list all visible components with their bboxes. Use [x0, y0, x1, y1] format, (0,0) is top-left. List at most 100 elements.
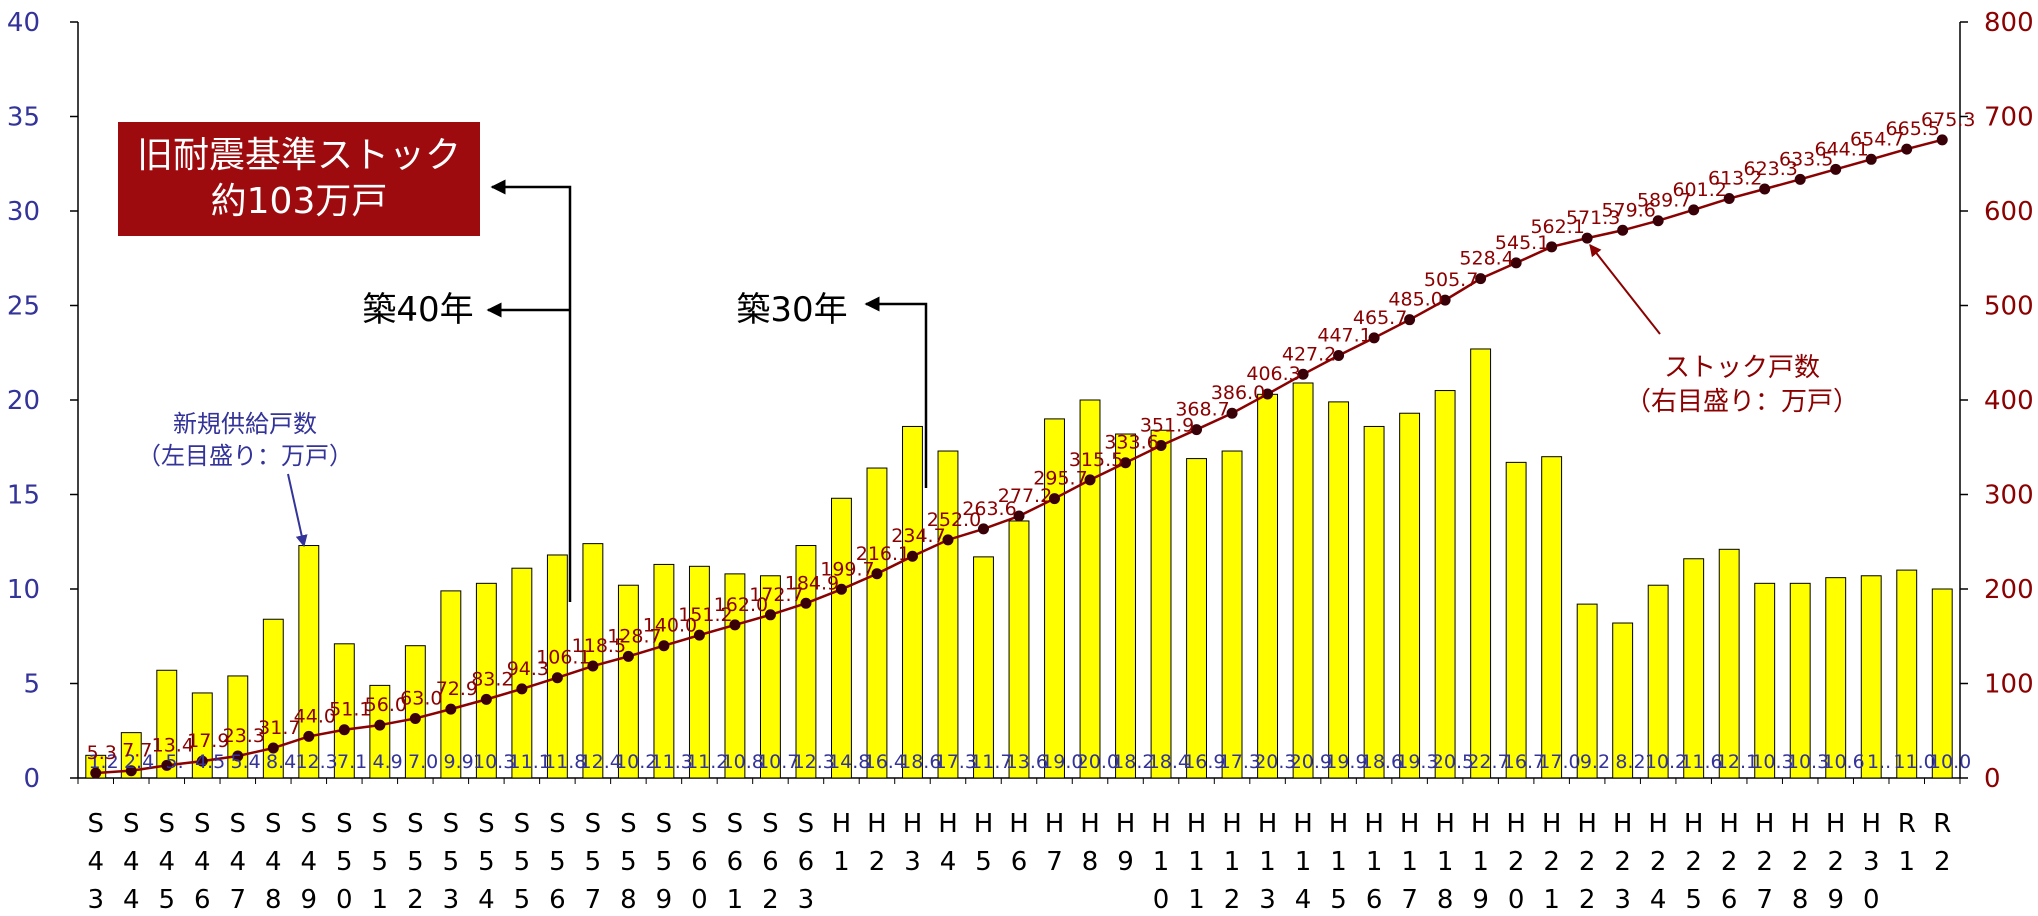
x-tick-label: S	[301, 809, 318, 839]
stock-data-label: 83.2	[471, 668, 513, 690]
bar	[902, 425, 923, 779]
x-tick-label: 2	[1792, 847, 1809, 877]
left-tick-label: 20	[7, 386, 40, 416]
x-tick-label: 4	[301, 847, 318, 877]
bar-data-label: 10.3	[473, 751, 515, 773]
stock-point	[1865, 153, 1877, 165]
x-tick-label: 1	[1401, 847, 1418, 877]
x-tick-label: 4	[123, 885, 140, 915]
bar	[333, 643, 355, 779]
x-tick-label: 5	[478, 847, 495, 877]
stock-point	[161, 759, 173, 771]
stock-data-label: 263.6	[962, 498, 1016, 520]
bar	[1931, 588, 1953, 779]
bar-data-label: 20.0	[1077, 751, 1119, 773]
bar	[1470, 348, 1492, 779]
stock-point	[125, 765, 137, 777]
bar	[1079, 399, 1101, 779]
x-tick-label: 4	[159, 847, 176, 877]
bar-data-label: 19.9	[1325, 751, 1367, 773]
x-tick-label: 6	[1366, 885, 1383, 915]
x-tick-label: 1	[1224, 847, 1241, 877]
x-tick-label: 9	[656, 885, 673, 915]
bar-data-label: 10.3	[1787, 751, 1829, 773]
stock-point	[1830, 163, 1842, 175]
bar	[546, 554, 568, 779]
bar-data-labels: 1.2 2.4 5. 4.5 5.4 8.4 12.3 7.1 4.9 7.0 9.9 10.311.…	[88, 751, 1971, 773]
x-tick-label: 4	[1295, 885, 1312, 915]
x-tick-label: H	[1435, 809, 1455, 839]
stock-point	[1652, 215, 1664, 227]
x-tick-label: H	[1826, 809, 1846, 839]
x-tick-label: 6	[762, 847, 779, 877]
stock-data-label: 465.7	[1353, 307, 1407, 329]
x-tick-label: S	[478, 809, 495, 839]
stock-point	[906, 550, 918, 562]
stock-data-label: 216.1	[856, 543, 910, 565]
x-tick-label: 1	[727, 885, 744, 915]
x-tick-label: 6	[691, 847, 708, 877]
x-tick-label: 3	[443, 885, 460, 915]
stock-data-label: 13.4	[152, 734, 194, 756]
x-tick-label: 5	[336, 847, 353, 877]
bar-data-label: 16.4	[864, 751, 906, 773]
stock-data-label: 151.2	[678, 604, 732, 626]
x-tick-label: H	[938, 809, 958, 839]
stock-point	[1688, 204, 1700, 216]
left-tick-label: 25	[7, 292, 40, 322]
bar-data-label: 13.6	[1006, 751, 1048, 773]
callout-line-2: 約103万戸	[210, 181, 388, 222]
stock-point	[1759, 183, 1771, 195]
x-tick-label: 7	[1401, 885, 1418, 915]
stock-point	[1723, 193, 1735, 205]
stock-data-label: 601.2	[1672, 179, 1726, 201]
stock-point	[1191, 424, 1203, 436]
x-tick-label: S	[656, 809, 673, 839]
stock-data-label: 571.3	[1566, 207, 1620, 229]
x-tick-label: 8	[265, 885, 282, 915]
bar	[1754, 582, 1776, 779]
x-tick-label: H	[903, 809, 923, 839]
x-tick-label: S	[585, 809, 602, 839]
x-tick-label: 5	[620, 847, 637, 877]
bar-data-label: 10.8	[722, 751, 764, 773]
stock-point	[1936, 134, 1948, 146]
x-tick-label: 4	[194, 847, 211, 877]
x-tick-label: 1	[1153, 847, 1170, 877]
x-tick-label: 3	[1614, 885, 1631, 915]
x-tick-label: 0	[1508, 885, 1525, 915]
x-tick-label: S	[336, 809, 353, 839]
bar	[1257, 393, 1279, 779]
bar	[1221, 450, 1243, 779]
x-tick-label: 3	[798, 885, 815, 915]
stock-point	[942, 534, 954, 546]
bar-data-label: 17.3	[935, 751, 977, 773]
stock-data-label: 106.1	[536, 647, 590, 669]
x-tick-label: 3	[87, 885, 104, 915]
stock-data-label: 447.1	[1317, 324, 1371, 346]
x-tick-label: S	[123, 809, 140, 839]
bar	[973, 556, 994, 779]
stock-point	[267, 742, 279, 754]
bar-data-label: 1.2	[88, 751, 118, 773]
x-tick-label: 2	[1614, 847, 1631, 877]
x-tick-label: H	[1506, 809, 1526, 839]
bar-data-label: 12.1	[1716, 751, 1758, 773]
stock-data-label: 315.5	[1069, 449, 1123, 471]
stock-data-label: 665.5	[1886, 118, 1940, 140]
stock-data-label: 184.9	[785, 572, 839, 594]
stock-data-label: 579.6	[1601, 199, 1655, 221]
left-tick-label: 0	[23, 764, 40, 794]
bar-data-label: 11.2	[686, 751, 728, 773]
x-tick-label: 2	[1934, 847, 1951, 877]
stock-point	[764, 609, 776, 621]
left-tick-label: 5	[23, 670, 40, 700]
stock-data-label: 234.7	[891, 525, 945, 547]
stock-point	[409, 712, 421, 724]
stock-series-label: ストック戸数	[1664, 353, 1820, 383]
left-tick-label: 35	[7, 103, 40, 133]
bar-data-label: 11.7	[970, 751, 1012, 773]
bar-data-label: 20.9	[1290, 751, 1332, 773]
stock-point	[338, 724, 350, 736]
bar	[1718, 548, 1740, 779]
